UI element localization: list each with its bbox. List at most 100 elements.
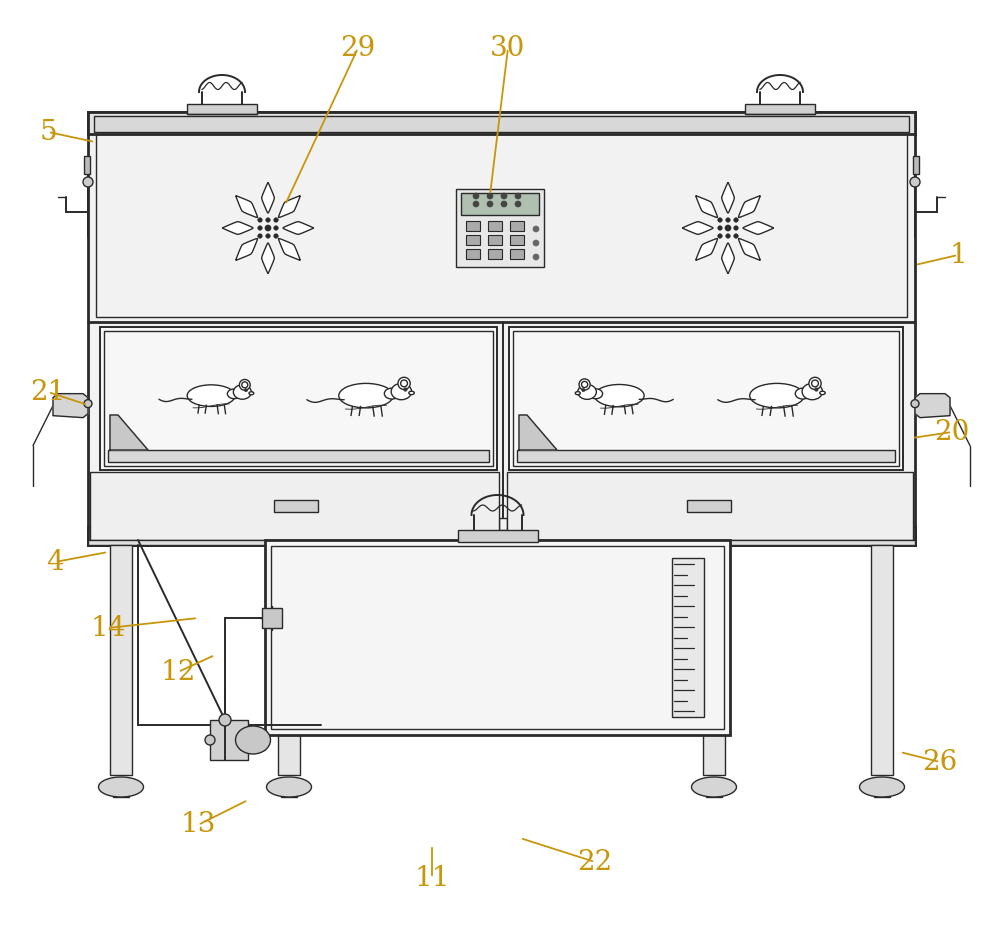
Bar: [874, 787, 890, 797]
Polygon shape: [722, 243, 734, 273]
Circle shape: [533, 226, 539, 232]
Bar: [456, 189, 544, 267]
Bar: [94, 116, 909, 132]
Text: 13: 13: [180, 812, 216, 838]
Bar: [488, 249, 502, 259]
Ellipse shape: [692, 777, 736, 797]
Text: 12: 12: [160, 658, 196, 686]
Bar: [281, 787, 297, 797]
Polygon shape: [279, 196, 300, 218]
Circle shape: [266, 218, 270, 223]
Polygon shape: [696, 239, 717, 259]
Bar: [88, 112, 915, 545]
Circle shape: [501, 193, 507, 199]
Circle shape: [910, 177, 920, 187]
Bar: [913, 156, 919, 174]
Ellipse shape: [589, 389, 603, 399]
Polygon shape: [53, 394, 88, 418]
Circle shape: [533, 254, 539, 260]
Text: 14: 14: [90, 615, 126, 641]
Text: 30: 30: [490, 34, 526, 62]
Ellipse shape: [266, 777, 312, 797]
Bar: [871, 545, 893, 775]
Bar: [108, 450, 489, 462]
Circle shape: [473, 193, 479, 199]
Ellipse shape: [575, 392, 580, 395]
Bar: [265, 540, 730, 735]
Circle shape: [239, 380, 250, 390]
Circle shape: [84, 400, 92, 407]
Circle shape: [258, 234, 262, 239]
Bar: [278, 545, 300, 775]
Polygon shape: [236, 196, 257, 218]
Circle shape: [582, 382, 588, 387]
Circle shape: [515, 201, 521, 207]
Circle shape: [726, 218, 730, 223]
Polygon shape: [110, 415, 148, 450]
Circle shape: [809, 377, 821, 389]
Polygon shape: [739, 239, 760, 259]
Text: 21: 21: [30, 379, 66, 405]
Circle shape: [404, 388, 407, 391]
Bar: [88, 112, 915, 134]
Circle shape: [515, 193, 521, 199]
Polygon shape: [722, 183, 734, 213]
Circle shape: [274, 234, 278, 239]
Ellipse shape: [802, 384, 822, 400]
Ellipse shape: [249, 392, 254, 395]
Circle shape: [244, 388, 247, 392]
Text: 22: 22: [577, 849, 613, 875]
Bar: [706, 787, 722, 797]
Ellipse shape: [860, 777, 904, 797]
Bar: [509, 327, 903, 470]
Circle shape: [258, 218, 262, 223]
Circle shape: [734, 225, 738, 230]
Bar: [458, 530, 538, 542]
Text: 4: 4: [46, 548, 64, 576]
Circle shape: [718, 234, 722, 239]
Circle shape: [205, 735, 215, 745]
Bar: [88, 527, 915, 545]
Ellipse shape: [595, 384, 644, 407]
Circle shape: [582, 388, 585, 392]
Bar: [274, 500, 318, 512]
Text: 26: 26: [922, 748, 958, 776]
Circle shape: [718, 218, 722, 223]
Circle shape: [265, 225, 271, 231]
Circle shape: [726, 234, 730, 239]
Bar: [262, 608, 282, 628]
Polygon shape: [236, 239, 257, 259]
Ellipse shape: [578, 384, 596, 400]
Ellipse shape: [227, 389, 241, 399]
Bar: [499, 518, 507, 530]
Bar: [90, 472, 499, 540]
Bar: [672, 558, 704, 717]
Bar: [517, 450, 895, 462]
Polygon shape: [683, 222, 713, 234]
Circle shape: [501, 201, 507, 207]
Text: 20: 20: [934, 419, 970, 445]
Text: 11: 11: [414, 865, 450, 891]
Circle shape: [401, 380, 407, 386]
Bar: [461, 193, 539, 215]
Bar: [510, 221, 524, 231]
Circle shape: [734, 234, 738, 239]
Ellipse shape: [391, 384, 412, 400]
Circle shape: [266, 234, 270, 239]
Ellipse shape: [187, 384, 235, 406]
Ellipse shape: [236, 726, 270, 754]
Bar: [687, 500, 731, 512]
Circle shape: [487, 193, 493, 199]
Circle shape: [398, 377, 410, 389]
Ellipse shape: [98, 777, 144, 797]
Circle shape: [219, 714, 231, 726]
Text: 1: 1: [949, 241, 967, 269]
Polygon shape: [743, 222, 773, 234]
Polygon shape: [696, 196, 717, 218]
Circle shape: [83, 177, 93, 187]
Circle shape: [725, 225, 731, 231]
Polygon shape: [739, 196, 760, 218]
Polygon shape: [279, 239, 300, 259]
Bar: [210, 720, 248, 760]
Circle shape: [473, 201, 479, 207]
